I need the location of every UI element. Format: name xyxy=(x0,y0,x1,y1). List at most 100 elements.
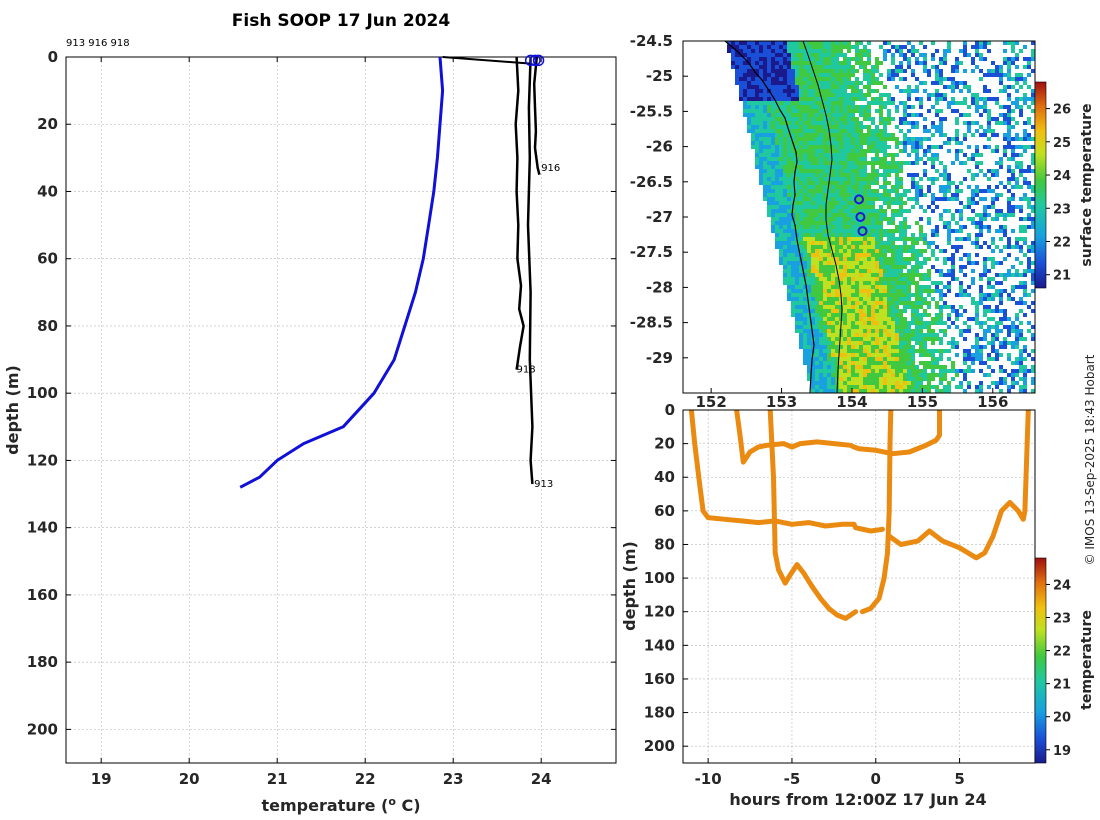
sst-cell xyxy=(887,165,891,169)
sst-cell xyxy=(755,145,759,149)
sst-cell xyxy=(979,221,983,225)
sst-cell xyxy=(819,305,823,309)
sst-cell xyxy=(779,81,783,85)
sst-cell xyxy=(783,181,787,185)
sst-cell xyxy=(899,233,903,237)
sst-cell xyxy=(763,101,767,105)
sst-cell xyxy=(851,57,855,61)
sst-cell xyxy=(767,197,771,201)
sst-cell xyxy=(819,193,823,197)
sst-cell xyxy=(911,137,915,141)
sst-cell xyxy=(823,333,827,337)
sst-cell xyxy=(871,341,875,345)
sst-cell xyxy=(847,165,851,169)
sst-cell xyxy=(931,229,935,233)
sst-cell xyxy=(739,97,743,101)
sst-cell xyxy=(819,213,823,217)
sst-cell xyxy=(891,57,895,61)
sst-cell xyxy=(859,141,863,145)
sst-cell xyxy=(875,137,879,141)
sst-cell xyxy=(827,241,831,245)
sst-cell xyxy=(807,173,811,177)
sst-cell xyxy=(991,197,995,201)
sst-cell xyxy=(935,313,939,317)
sst-cell xyxy=(891,317,895,321)
sst-cell xyxy=(755,69,759,73)
sst-cell xyxy=(843,317,847,321)
sst-cell xyxy=(951,229,955,233)
sst-cell xyxy=(879,321,883,325)
sst-cell xyxy=(947,209,951,213)
sst-cell xyxy=(795,201,799,205)
sst-cell xyxy=(827,93,831,97)
sst-cell xyxy=(851,245,855,249)
sst-cell xyxy=(823,189,827,193)
sst-cell xyxy=(923,365,927,369)
sst-cell xyxy=(863,193,867,197)
sst-cell xyxy=(887,173,891,177)
section-track xyxy=(859,410,894,615)
sst-cell xyxy=(827,65,831,69)
sst-cell xyxy=(827,273,831,277)
sst-cell xyxy=(799,117,803,121)
sst-cell xyxy=(895,305,899,309)
sst-cell xyxy=(843,305,847,309)
sst-cell xyxy=(887,109,891,113)
sst-cell xyxy=(823,225,827,229)
sst-cell xyxy=(775,57,779,61)
sst-cell xyxy=(807,325,811,329)
sst-cell xyxy=(999,293,1003,297)
sst-cell xyxy=(963,353,967,357)
map-y-tick-label: -24.5 xyxy=(630,32,673,50)
sst-cell xyxy=(915,285,919,289)
sst-cell xyxy=(1023,273,1027,277)
sst-cell xyxy=(903,261,907,265)
sst-cell xyxy=(867,261,871,265)
sst-cell xyxy=(807,345,811,349)
sst-cell xyxy=(875,301,879,305)
sst-cell xyxy=(811,345,815,349)
sst-cell xyxy=(843,321,847,325)
sst-cell xyxy=(911,345,915,349)
sst-cell xyxy=(811,217,815,221)
sst-cell xyxy=(787,41,791,45)
sst-cell xyxy=(951,89,955,93)
sst-cell xyxy=(995,173,999,177)
sst-cell xyxy=(863,349,867,353)
sst-cell xyxy=(787,209,791,213)
sst-cell xyxy=(859,177,863,181)
sst-cell xyxy=(987,353,991,357)
sst-cell xyxy=(1007,165,1011,169)
sst-cell xyxy=(819,157,823,161)
sst-cell xyxy=(839,257,843,261)
sst-cell xyxy=(755,85,759,89)
sst-cell xyxy=(895,349,899,353)
sst-cell xyxy=(887,197,891,201)
sst-cell xyxy=(871,77,875,81)
sst-cell xyxy=(795,193,799,197)
sst-cell xyxy=(807,217,811,221)
sst-cell xyxy=(791,113,795,117)
sst-cell xyxy=(935,269,939,273)
sst-cell xyxy=(943,369,947,373)
sst-cell xyxy=(935,157,939,161)
sst-cell xyxy=(767,189,771,193)
sst-cell xyxy=(783,193,787,197)
sst-cell xyxy=(847,233,851,237)
sst-cell xyxy=(835,285,839,289)
sst-cell xyxy=(1003,313,1007,317)
sst-cell xyxy=(771,113,775,117)
sst-cell xyxy=(779,197,783,201)
sst-cell xyxy=(891,97,895,101)
sst-cell xyxy=(851,173,855,177)
sst-cell xyxy=(879,97,883,101)
sst-cell xyxy=(1007,253,1011,257)
sst-cell xyxy=(983,45,987,49)
sst-cell xyxy=(871,361,875,365)
sst-cell xyxy=(847,273,851,277)
sst-cell xyxy=(991,73,995,77)
sst-cell xyxy=(863,221,867,225)
sst-cell xyxy=(775,133,779,137)
sst-cell xyxy=(787,277,791,281)
sst-cell xyxy=(955,61,959,65)
